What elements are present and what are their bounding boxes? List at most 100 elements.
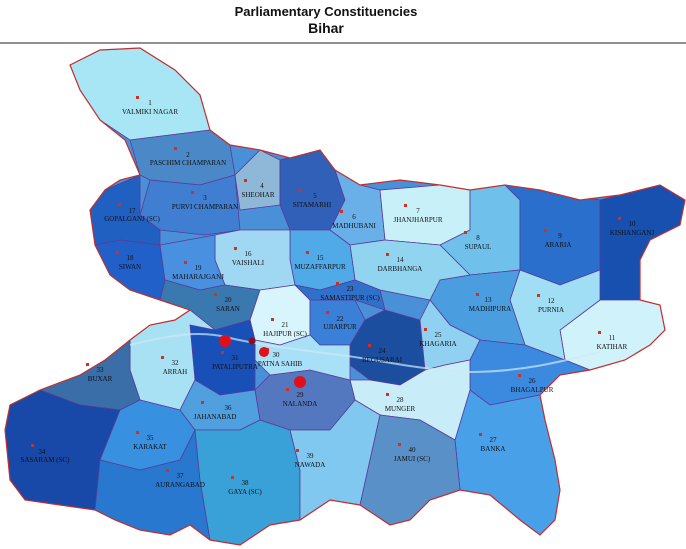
city-marker [259, 347, 269, 357]
constituency-marker [476, 293, 479, 296]
constituency-number: 11 [609, 334, 616, 342]
constituency-marker [296, 449, 299, 452]
constituency-name: MADHIPURA [469, 305, 511, 313]
constituency-number: 35 [147, 434, 155, 442]
constituency-name: SHEOHAR [241, 191, 274, 199]
constituency-number: 13 [485, 296, 493, 304]
constituency-region [279, 149, 346, 231]
river [129, 333, 601, 374]
constituency-marker [161, 356, 164, 359]
constituency-name: GAYA (SC) [228, 488, 262, 496]
regions [5, 48, 685, 545]
constituency-name: PURNIA [538, 306, 564, 314]
constituency-name: KATIHAR [597, 343, 628, 351]
constituency-name: DARBHANGA [378, 265, 423, 273]
constituency-number: 9 [558, 232, 562, 240]
constituency-marker [31, 444, 34, 447]
constituency-name: ARARIA [545, 241, 572, 249]
constituency-marker [166, 469, 169, 472]
constituency-marker [336, 282, 339, 285]
constituency-name: JHANJHARPUR [393, 216, 442, 224]
constituency-name: KISHANGANJ [610, 229, 655, 237]
constituency-number: 2 [186, 151, 190, 159]
constituency-number: 4 [260, 182, 264, 190]
constituency-marker [306, 251, 309, 254]
constituency-number: 22 [337, 315, 345, 323]
constituency-name: NAWADA [295, 461, 326, 469]
constituency-number: 26 [529, 377, 537, 385]
constituency-name: JAMUI (SC) [394, 455, 431, 463]
constituency-number: 20 [225, 296, 233, 304]
constituency-marker [201, 401, 204, 404]
constituency-region [69, 48, 211, 141]
constituency-marker [340, 210, 343, 213]
constituency-marker [598, 331, 601, 334]
constituency-name: GOPALGANJ (SC) [104, 215, 160, 223]
constituency-marker [234, 247, 237, 250]
constituency-number: 36 [225, 404, 233, 412]
constituency-name: BUXAR [88, 375, 113, 383]
constituency-number: 6 [352, 213, 356, 221]
constituency-number: 38 [242, 479, 250, 487]
constituency-number: 29 [297, 391, 305, 399]
constituency-name: BHAGALPUR [511, 386, 554, 394]
constituency-marker [136, 96, 139, 99]
constituency-number: 12 [548, 297, 556, 305]
constituency-number: 5 [313, 192, 317, 200]
constituency-name: SARAN [216, 305, 240, 313]
constituency-number: 25 [435, 331, 443, 339]
constituency-marker [86, 363, 89, 366]
constituency-number: 3 [203, 194, 207, 202]
constituency-number: 30 [273, 351, 281, 359]
constituency-marker [118, 203, 121, 206]
constituency-name: ARRAH [163, 368, 188, 376]
constituency-name: SASARAM (SC) [21, 456, 70, 464]
constituency-name: PASCHIM CHAMPARAN [150, 159, 226, 167]
constituency-marker [184, 261, 187, 264]
constituency-number: 14 [397, 256, 405, 264]
constituency-name: SIWAN [119, 263, 141, 271]
constituency-number: 28 [397, 396, 405, 404]
constituency-name: BANKA [481, 445, 506, 453]
constituency-marker [464, 231, 467, 234]
constituency-marker [518, 374, 521, 377]
constituency-name: KARAKAT [133, 443, 167, 451]
constituency-number: 37 [177, 472, 185, 480]
constituency-number: 40 [409, 446, 417, 454]
constituency-marker [231, 476, 234, 479]
constituency-name: UJIARPUR [323, 323, 357, 331]
constituency-region [129, 129, 236, 186]
constituency-number: 15 [317, 254, 325, 262]
constituency-marker [298, 189, 301, 192]
constituency-marker [398, 443, 401, 446]
constituency-name: PATNA SAHIB [258, 360, 303, 368]
constituency-name: PATALIPUTRA [212, 363, 258, 371]
constituency-marker [386, 253, 389, 256]
constituency-number: 27 [490, 436, 498, 444]
constituency-name: HAJIPUR (SC) [263, 330, 307, 338]
constituency-number: 10 [629, 220, 637, 228]
constituency-name: BEGUSARAI [362, 356, 403, 364]
constituency-marker [479, 433, 482, 436]
constituency-marker [618, 217, 621, 220]
constituency-number: 24 [379, 347, 387, 355]
constituency-number: 17 [129, 207, 137, 215]
constituency-marker [286, 388, 289, 391]
constituency-marker [136, 431, 139, 434]
constituency-marker [326, 311, 329, 314]
constituency-number: 23 [347, 285, 355, 293]
constituency-name: MUNGER [385, 405, 416, 413]
constituency-name: JAHANABAD [194, 413, 237, 421]
constituency-name: SUPAUL [465, 243, 492, 251]
constituency-number: 16 [245, 250, 253, 258]
constituency-name: SAMASTIPUR (SC) [320, 294, 380, 302]
constituency-number: 21 [282, 321, 290, 329]
constituency-number: 8 [476, 234, 480, 242]
constituency-marker [368, 344, 371, 347]
constituency-number: 19 [195, 264, 203, 272]
constituency-region [599, 184, 685, 301]
constituency-region [293, 279, 386, 311]
